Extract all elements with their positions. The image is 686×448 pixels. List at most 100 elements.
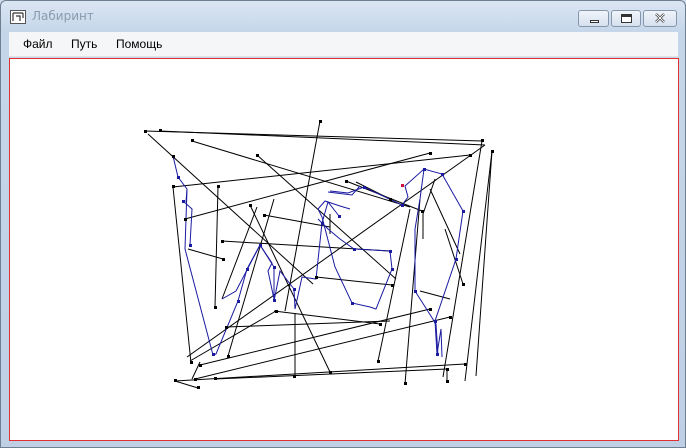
wall-segment	[419, 290, 451, 300]
wall-segment	[221, 206, 258, 300]
path-segment	[221, 244, 275, 300]
title-bar[interactable]: Лабиринт	[1, 1, 685, 31]
path-node	[434, 320, 437, 323]
vertex	[293, 375, 296, 378]
vertex	[315, 276, 318, 279]
wall-segment	[444, 228, 464, 285]
wall-segment	[315, 276, 393, 286]
wall-segment	[263, 214, 331, 228]
vertex	[429, 308, 432, 311]
wall-segment	[249, 204, 331, 373]
close-button[interactable]	[643, 10, 677, 27]
path-node	[462, 210, 465, 213]
vertex	[429, 152, 432, 155]
minimize-button[interactable]	[578, 10, 609, 27]
minimize-icon	[590, 20, 599, 23]
vertex	[144, 130, 147, 133]
path-node	[321, 222, 324, 225]
maximize-icon	[621, 14, 632, 23]
wall-segment	[184, 152, 431, 220]
vertex	[184, 218, 187, 221]
outer-wall	[475, 150, 493, 377]
vertex	[199, 364, 202, 367]
wall-segment	[442, 140, 483, 378]
vertex	[191, 139, 194, 142]
path-node	[391, 268, 394, 271]
vertex	[345, 180, 348, 183]
path-node	[189, 244, 192, 247]
vertex	[391, 284, 394, 287]
labyrinth-canvas[interactable]	[9, 58, 679, 441]
vertex	[379, 323, 382, 326]
path-node	[177, 176, 180, 179]
wall-segment	[172, 154, 471, 188]
path-node	[414, 290, 417, 293]
path-node	[401, 204, 404, 207]
path-segment	[172, 155, 340, 356]
vertex	[446, 368, 449, 371]
wall-segment	[187, 248, 224, 260]
path-node	[353, 248, 356, 251]
vertex	[227, 355, 230, 358]
wall-segment	[191, 361, 201, 380]
vertex	[421, 210, 424, 213]
menu-file[interactable]: Файл	[23, 37, 53, 51]
vertex	[377, 360, 380, 363]
vertex	[446, 380, 449, 383]
wall-segment	[284, 120, 321, 312]
path-segment	[327, 185, 361, 196]
wall-segment	[256, 154, 397, 280]
wall-segment	[147, 133, 314, 285]
wall-segment	[186, 144, 486, 358]
vertex	[464, 363, 467, 366]
window-title: Лабиринт	[32, 9, 94, 23]
close-icon	[655, 13, 665, 23]
labyrinth-drawing[interactable]	[10, 59, 678, 440]
vertex	[263, 214, 266, 217]
menu-path[interactable]: Путь	[71, 37, 98, 51]
path-segment	[185, 188, 188, 203]
vertex	[449, 316, 452, 319]
path-node	[441, 173, 444, 176]
path-node	[423, 168, 426, 171]
wall-segment	[159, 130, 486, 146]
path-node	[212, 353, 215, 356]
vertex	[319, 120, 322, 123]
vertex	[389, 198, 392, 201]
maximize-button[interactable]	[611, 10, 641, 27]
path-node	[351, 302, 354, 305]
vertex	[491, 150, 494, 153]
path-node	[182, 200, 185, 203]
vertex	[221, 240, 224, 243]
path-node	[389, 250, 392, 253]
wall-segment	[174, 380, 199, 389]
path-node	[246, 268, 249, 271]
vertex	[190, 361, 193, 364]
vertex	[249, 204, 252, 207]
menu-help[interactable]: Помощь	[116, 37, 163, 51]
vertex	[469, 154, 472, 157]
wall-segment	[422, 178, 436, 215]
path-node	[237, 300, 240, 303]
menu-bar: Файл Путь Помощь	[9, 32, 678, 57]
path-node	[363, 186, 366, 189]
wall-segment	[404, 198, 421, 385]
wall-segment	[273, 310, 381, 325]
path-node	[273, 266, 276, 269]
wall-segment	[194, 316, 451, 380]
wall-segment	[189, 310, 277, 362]
vertex	[222, 258, 225, 261]
vertex	[214, 306, 217, 309]
vertex	[404, 382, 407, 385]
vertex	[197, 386, 200, 389]
outer-wall	[172, 186, 192, 364]
path-node	[338, 215, 341, 218]
path-segment	[414, 168, 439, 357]
wall-segment	[191, 140, 411, 208]
vertex	[462, 283, 465, 286]
wall-segment	[429, 188, 461, 255]
path-vertices	[144, 120, 494, 389]
wall-segment	[199, 308, 431, 366]
vertex	[329, 371, 332, 374]
wall-segment	[214, 186, 219, 308]
